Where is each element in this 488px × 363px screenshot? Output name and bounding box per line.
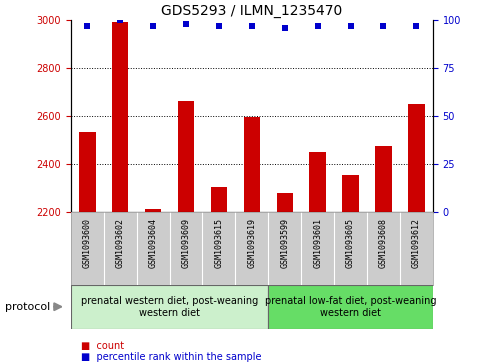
Point — [411, 23, 419, 29]
Point — [346, 23, 354, 29]
Text: prenatal western diet, post-weaning
western diet: prenatal western diet, post-weaning west… — [81, 296, 258, 318]
Text: GSM1093604: GSM1093604 — [148, 218, 157, 268]
Bar — [268, 285, 432, 329]
Point — [116, 17, 124, 23]
Bar — [342, 175, 358, 212]
Point — [280, 25, 288, 30]
Bar — [374, 146, 391, 212]
Text: protocol: protocol — [5, 302, 50, 312]
Bar — [210, 187, 227, 212]
Point — [182, 21, 189, 27]
Point — [215, 23, 223, 29]
Point — [313, 23, 321, 29]
Bar — [178, 101, 194, 212]
Bar — [407, 104, 424, 212]
Text: prenatal low-fat diet, post-weaning
western diet: prenatal low-fat diet, post-weaning west… — [264, 296, 435, 318]
Text: GSM1093600: GSM1093600 — [82, 218, 92, 268]
Bar — [276, 193, 292, 212]
Point — [379, 23, 386, 29]
Title: GDS5293 / ILMN_1235470: GDS5293 / ILMN_1235470 — [161, 4, 342, 17]
Text: GSM1093612: GSM1093612 — [411, 218, 420, 268]
Point — [83, 23, 91, 29]
Text: GSM1093609: GSM1093609 — [181, 218, 190, 268]
Text: GSM1093602: GSM1093602 — [116, 218, 124, 268]
Text: GSM1093605: GSM1093605 — [346, 218, 354, 268]
Text: GSM1093608: GSM1093608 — [378, 218, 387, 268]
Bar — [309, 152, 325, 212]
Point — [149, 23, 157, 29]
Bar — [112, 23, 128, 212]
Text: ■  percentile rank within the sample: ■ percentile rank within the sample — [81, 352, 261, 362]
Bar — [144, 209, 161, 212]
Text: GSM1093601: GSM1093601 — [312, 218, 322, 268]
Text: GSM1093599: GSM1093599 — [280, 218, 288, 268]
Text: ■  count: ■ count — [81, 341, 123, 351]
Bar — [243, 117, 260, 212]
Text: GSM1093619: GSM1093619 — [247, 218, 256, 268]
Bar — [79, 132, 95, 212]
Bar — [71, 285, 268, 329]
Point — [247, 23, 255, 29]
Text: GSM1093615: GSM1093615 — [214, 218, 223, 268]
